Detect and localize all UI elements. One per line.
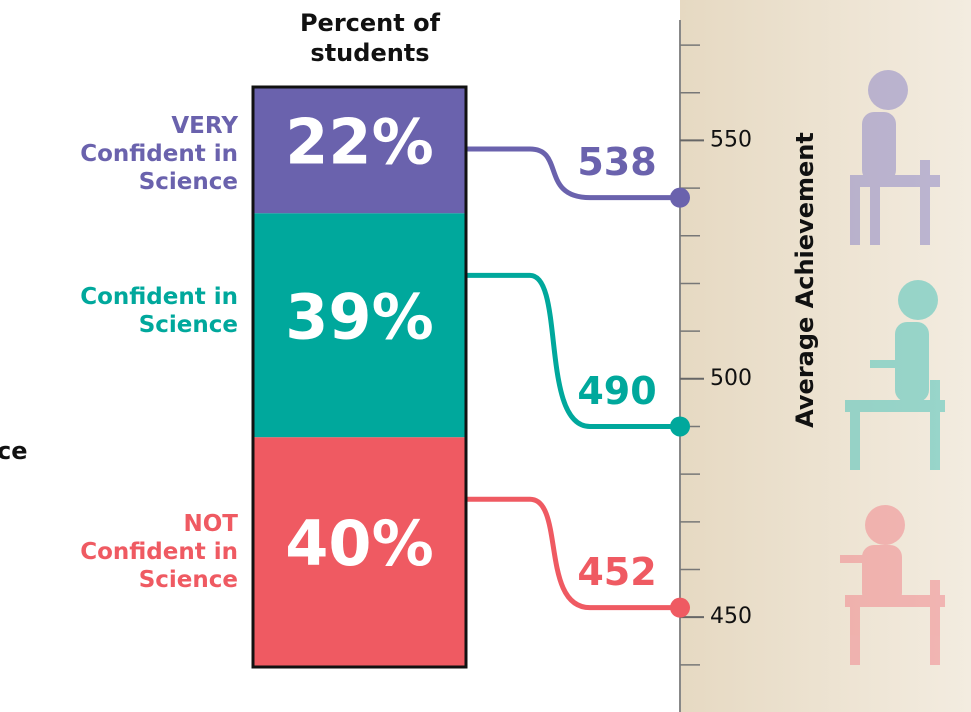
achievement-dot: [670, 597, 690, 618]
achievement-dot: [670, 187, 690, 208]
chart-title: Percent of students: [299, 9, 441, 67]
percent-label: 39%: [285, 280, 433, 353]
bar-outline: [251, 85, 468, 669]
bar-segment: [253, 437, 466, 667]
achievement-dot: [670, 416, 690, 437]
connector: [466, 496, 680, 611]
y-tick-label: 500: [710, 366, 752, 391]
bar-segment: [253, 213, 466, 438]
annotation: ce: [0, 437, 28, 465]
achievement-label: 452: [577, 550, 656, 594]
axis-title: Average Achievement: [791, 132, 819, 428]
category-label: Confident in Science: [80, 284, 238, 338]
category-label: NOT Confident in Science: [80, 511, 238, 593]
y-tick-label: 550: [710, 127, 752, 152]
percent-label: 40%: [285, 507, 433, 580]
percent-label: 22%: [285, 105, 433, 178]
y-tick-label: 450: [710, 604, 752, 629]
achievement-label: 538: [577, 140, 656, 184]
connector: [466, 146, 680, 201]
connector: [466, 272, 680, 429]
category-label: VERY Confident in Science: [80, 113, 238, 195]
achievement-label: 490: [577, 369, 656, 413]
bar-segment: [253, 87, 466, 214]
figures: [840, 70, 945, 665]
